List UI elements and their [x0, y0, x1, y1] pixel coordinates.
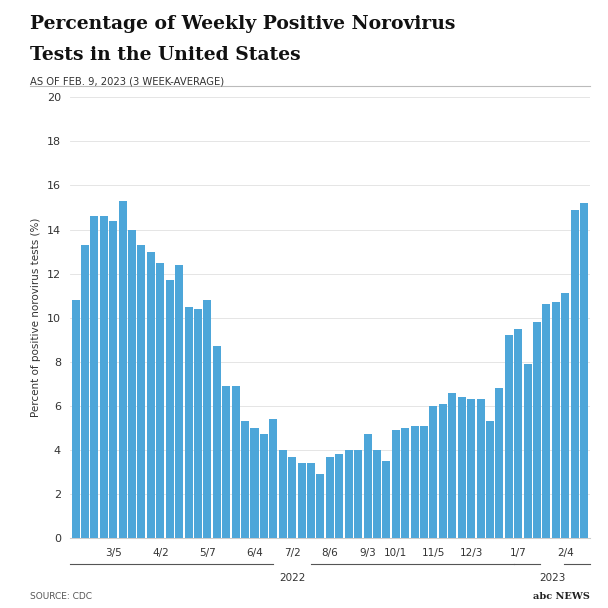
- Bar: [223, 386, 230, 538]
- Bar: [467, 399, 475, 538]
- Text: abc NEWS: abc NEWS: [533, 592, 590, 601]
- Bar: [561, 294, 569, 538]
- Bar: [278, 450, 287, 538]
- Bar: [373, 450, 381, 538]
- Bar: [307, 463, 315, 538]
- Bar: [194, 309, 202, 538]
- Bar: [552, 302, 560, 538]
- Bar: [448, 393, 456, 538]
- Bar: [335, 454, 344, 538]
- Bar: [119, 201, 126, 538]
- Bar: [147, 252, 155, 538]
- Text: Percentage of Weekly Positive Norovirus: Percentage of Weekly Positive Norovirus: [30, 15, 456, 33]
- Bar: [185, 306, 193, 538]
- Bar: [420, 426, 428, 538]
- Bar: [533, 322, 541, 538]
- Bar: [91, 216, 98, 538]
- Bar: [542, 305, 550, 538]
- Text: 2022: 2022: [279, 573, 305, 583]
- Bar: [439, 404, 447, 538]
- Bar: [269, 419, 277, 538]
- Bar: [100, 216, 108, 538]
- Bar: [345, 450, 353, 538]
- Bar: [580, 203, 588, 538]
- Bar: [496, 389, 503, 538]
- Text: SOURCE: CDC: SOURCE: CDC: [30, 592, 92, 601]
- Text: 2023: 2023: [539, 573, 565, 583]
- Bar: [486, 421, 494, 538]
- Bar: [382, 461, 390, 538]
- Bar: [523, 364, 531, 538]
- Bar: [137, 245, 145, 538]
- Bar: [392, 430, 400, 538]
- Bar: [156, 263, 164, 538]
- Bar: [505, 336, 513, 538]
- Bar: [316, 474, 325, 538]
- Bar: [166, 280, 174, 538]
- Bar: [260, 435, 268, 538]
- Bar: [410, 426, 418, 538]
- Bar: [175, 265, 183, 538]
- Bar: [401, 428, 409, 538]
- Bar: [288, 457, 296, 538]
- Bar: [326, 457, 334, 538]
- Bar: [514, 329, 522, 538]
- Bar: [204, 300, 212, 538]
- Text: Tests in the United States: Tests in the United States: [30, 46, 301, 64]
- Bar: [128, 230, 136, 538]
- Bar: [571, 210, 579, 538]
- Text: AS OF FEB. 9, 2023 (3 WEEK-AVERAGE): AS OF FEB. 9, 2023 (3 WEEK-AVERAGE): [30, 76, 224, 86]
- Bar: [477, 399, 485, 538]
- Bar: [297, 463, 306, 538]
- Bar: [250, 428, 258, 538]
- Bar: [429, 406, 437, 538]
- Bar: [81, 245, 89, 538]
- Bar: [232, 386, 240, 538]
- Bar: [72, 300, 80, 538]
- Bar: [109, 221, 117, 538]
- Bar: [241, 421, 249, 538]
- Bar: [354, 450, 362, 538]
- Y-axis label: Percent of positive norovirus tests (%): Percent of positive norovirus tests (%): [31, 218, 41, 417]
- Bar: [458, 397, 466, 538]
- Bar: [364, 435, 371, 538]
- Bar: [213, 347, 221, 538]
